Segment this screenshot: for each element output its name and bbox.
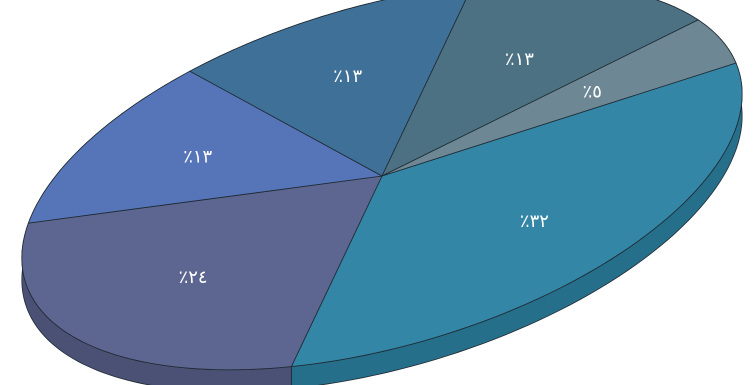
pie-slice-label-5: ٪٥: [583, 82, 602, 103]
pie-slice-5: [381, 19, 737, 177]
pie-slice-label-1: ٪٢٤: [179, 267, 208, 288]
pie-slice-2: [27, 70, 384, 224]
pie-slice-1: [21, 175, 383, 371]
pie-slice-label-3: ٪١٣: [333, 66, 362, 87]
pie-slice-label-0: ٪٣٢: [520, 211, 549, 232]
pie-slice-3: [189, 0, 467, 177]
pie-slice-4: [381, 0, 699, 177]
pie-slice-0: [290, 62, 743, 368]
pie-label-layer: ٪٣٢ ٪٢٤ ٪١٣ ٪١٣ ٪١٣ ٪٥: [179, 49, 602, 288]
pie-slice-label-2: ٪١٣: [183, 147, 212, 168]
pie-top-layer: [21, 0, 743, 371]
pie-slice-label-4: ٪١٣: [505, 49, 534, 70]
